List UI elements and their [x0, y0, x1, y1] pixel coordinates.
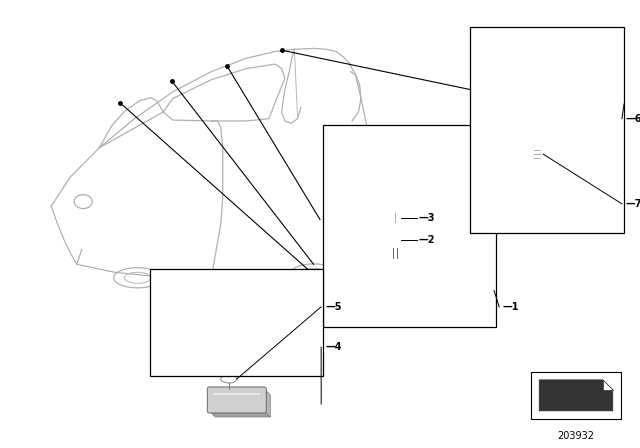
Ellipse shape [390, 231, 399, 249]
Bar [426, 263, 431, 297]
Polygon shape [264, 389, 270, 417]
Ellipse shape [511, 95, 533, 117]
Ellipse shape [508, 92, 536, 120]
FancyBboxPatch shape [360, 263, 440, 310]
Polygon shape [539, 380, 613, 411]
Text: —4: —4 [325, 342, 342, 352]
Ellipse shape [397, 278, 412, 289]
Bar [390, 212, 399, 222]
FancyBboxPatch shape [498, 83, 586, 135]
Ellipse shape [549, 95, 572, 117]
Bar [496, 90, 504, 98]
Polygon shape [501, 132, 591, 140]
Bar [390, 263, 396, 297]
Text: 203932: 203932 [557, 431, 595, 441]
Bar [531, 144, 543, 164]
Bar [399, 263, 404, 297]
Ellipse shape [546, 92, 574, 120]
Polygon shape [209, 411, 270, 417]
Bar [408, 263, 413, 297]
Text: —7: —7 [626, 199, 640, 209]
FancyBboxPatch shape [207, 387, 266, 413]
Bar [580, 120, 588, 128]
Bar [417, 263, 422, 297]
Text: —3: —3 [419, 212, 435, 223]
Text: —2: —2 [419, 235, 435, 245]
Ellipse shape [417, 278, 431, 289]
Bar [381, 263, 387, 297]
Bar [323, 125, 496, 327]
Text: —1: —1 [502, 302, 518, 312]
Ellipse shape [374, 278, 388, 289]
Text: —5: —5 [325, 302, 342, 312]
Bar [150, 269, 323, 376]
Bar [531, 372, 621, 419]
Bar [470, 27, 624, 233]
Text: —6: —6 [626, 114, 640, 124]
Bar [496, 120, 504, 128]
Polygon shape [603, 380, 613, 390]
Bar [580, 90, 588, 98]
FancyBboxPatch shape [360, 258, 440, 304]
Bar [372, 263, 378, 297]
